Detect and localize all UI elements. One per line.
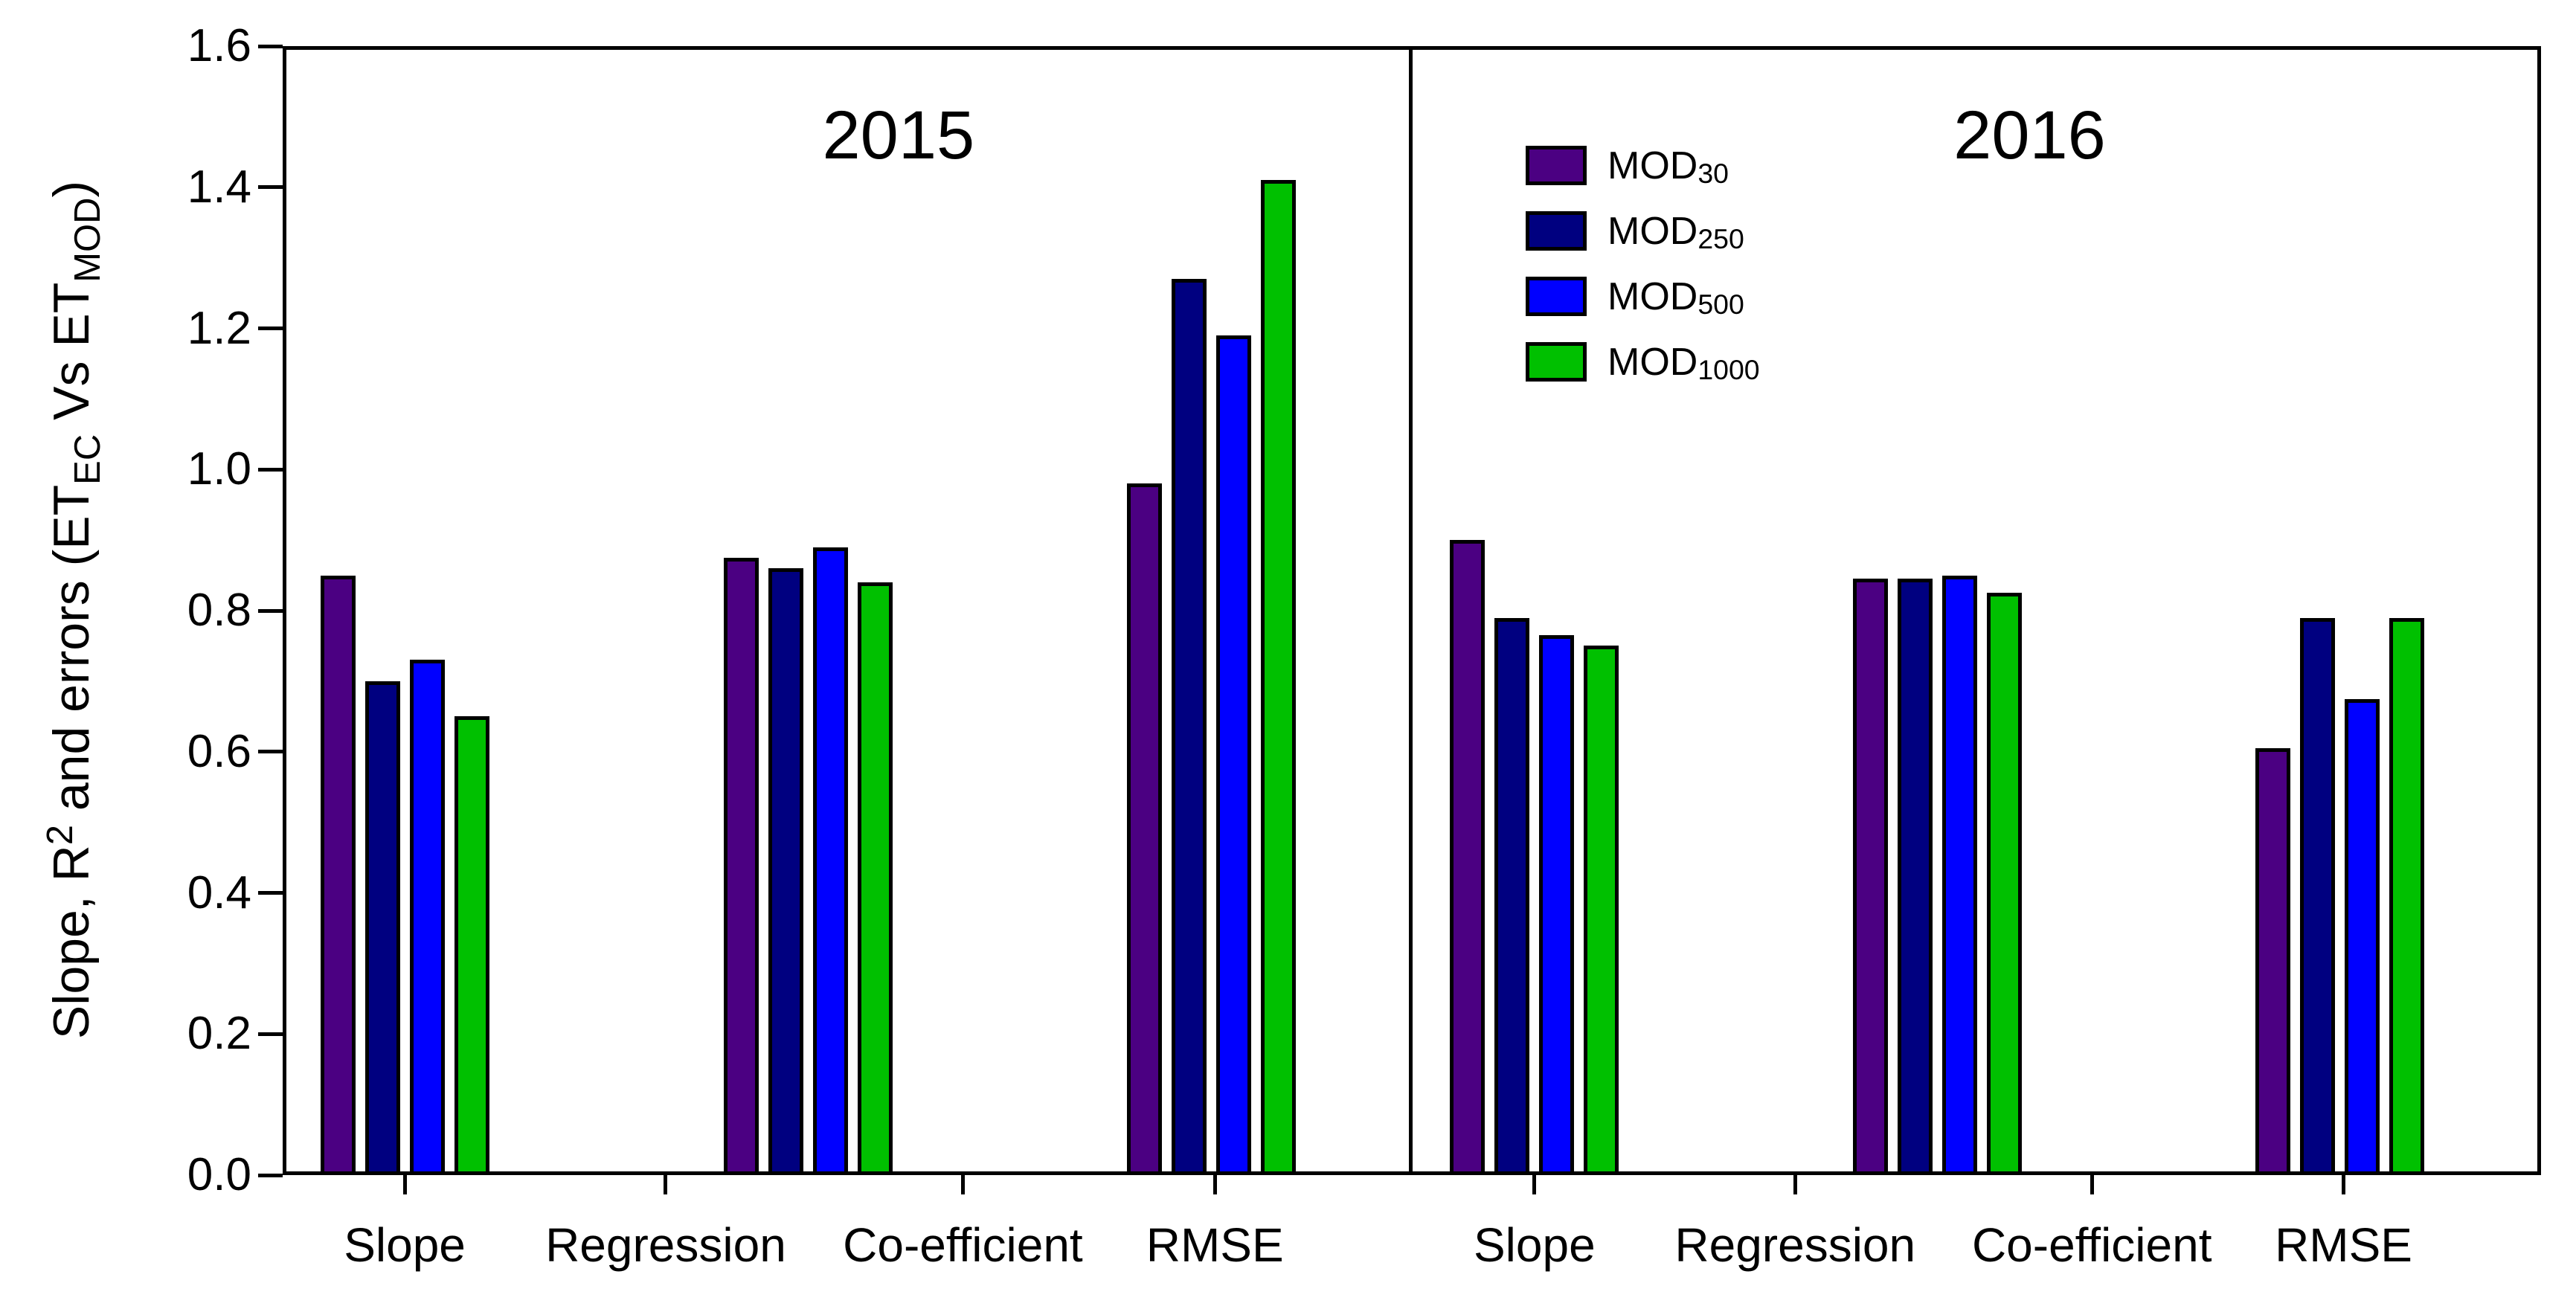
y-tick — [258, 44, 283, 48]
y-tick-label: 0.8 — [187, 585, 251, 636]
y-tick-label: 0.0 — [187, 1149, 251, 1200]
bar-2016-mod1000-g1 — [1986, 593, 2022, 1175]
bar-2016-mod30-g0 — [1450, 540, 1485, 1175]
panel-2015: 2015 — [283, 46, 1413, 1175]
y-tick-label: 1.4 — [187, 161, 251, 213]
x-tick — [664, 1175, 668, 1194]
legend-label-mod250: MOD 250 — [1607, 209, 1744, 254]
bar-2016-mod1000-g0 — [1584, 646, 1619, 1175]
bar-2015-mod500-g1 — [812, 547, 848, 1175]
panel-title-2016: 2016 — [1953, 97, 2106, 173]
y-tick-label: 1.6 — [187, 20, 251, 71]
panel-title-2015: 2015 — [822, 97, 975, 173]
bar-2015-mod250-g1 — [768, 568, 803, 1175]
legend: MOD 30 MOD 250 MOD 500 MOD 1000 — [1413, 46, 2545, 1175]
bar-2016-mod250-g1 — [1897, 579, 1933, 1175]
x-tick-label-rmse: RMSE — [1146, 1218, 1284, 1272]
y-tick — [258, 750, 283, 754]
x-tick — [1532, 1175, 1537, 1194]
y-tick — [258, 326, 283, 330]
bar-2015-mod500-g0 — [409, 660, 445, 1175]
x-tick — [402, 1175, 407, 1194]
bar-2015-mod500-g2 — [1216, 335, 1252, 1175]
bar-2016-mod500-g1 — [1941, 575, 1977, 1175]
legend-swatch-mod30 — [1526, 146, 1587, 185]
bar-2016-mod500-g2 — [2345, 698, 2380, 1175]
x-tick-label-slope: Slope — [1473, 1218, 1596, 1272]
x-tick-label-rmse: RMSE — [2275, 1218, 2412, 1272]
bars-2015 — [283, 46, 1413, 1175]
y-tick-label: 1.2 — [187, 302, 251, 354]
y-tick — [258, 185, 283, 190]
bar-2015-mod1000-g0 — [454, 716, 489, 1175]
y-tick — [258, 891, 283, 895]
y-tick — [258, 608, 283, 613]
bar-2016-mod1000-g2 — [2389, 617, 2425, 1175]
y-tick — [258, 467, 283, 472]
x-tick-label-co-efficient: Co-efficient — [843, 1218, 1083, 1272]
x-tick-label-co-efficient: Co-efficient — [1971, 1218, 2212, 1272]
bar-2015-mod1000-g2 — [1261, 180, 1297, 1175]
bar-2016-mod250-g0 — [1494, 617, 1530, 1175]
legend-swatch-mod1000 — [1526, 342, 1587, 382]
x-tick-label-regression: Regression — [1674, 1218, 1916, 1272]
x-tick — [1793, 1175, 1797, 1194]
legend-swatch-mod500 — [1526, 277, 1587, 316]
bar-2016-mod500-g0 — [1539, 635, 1575, 1175]
y-tick — [258, 1173, 283, 1177]
y-tick-label: 1.0 — [187, 443, 251, 495]
bar-2015-mod250-g2 — [1172, 279, 1207, 1175]
legend-label-mod1000: MOD 1000 — [1607, 340, 1760, 385]
bar-2016-mod30-g2 — [2255, 748, 2291, 1175]
bar-2016-mod30-g1 — [1852, 579, 1888, 1175]
legend-swatch-mod250 — [1526, 211, 1587, 251]
legend-label-mod30: MOD 30 — [1607, 144, 1729, 189]
bar-2015-mod250-g0 — [364, 681, 400, 1175]
y-tick — [258, 1032, 283, 1036]
y-tick-label: 0.2 — [187, 1008, 251, 1060]
x-tick — [960, 1175, 965, 1194]
x-tick-label-regression: Regression — [545, 1218, 786, 1272]
plot-area: 2015 MOD 30 MOD 250 MOD 500 MOD 1000 2016 — [283, 46, 2541, 1175]
x-tick — [2342, 1175, 2346, 1194]
bar-2015-mod1000-g1 — [857, 582, 893, 1175]
y-tick-label: 0.4 — [187, 866, 251, 919]
legend-label-mod500: MOD 500 — [1607, 274, 1744, 320]
x-tick — [1212, 1175, 1217, 1194]
panel-2016: MOD 30 MOD 250 MOD 500 MOD 1000 2016 — [1413, 46, 2541, 1175]
bar-2015-mod30-g2 — [1127, 483, 1163, 1175]
x-tick-label-slope: Slope — [344, 1218, 466, 1272]
bars-2016 — [1413, 46, 2545, 1175]
x-tick — [2090, 1175, 2094, 1194]
bar-2015-mod30-g0 — [320, 575, 356, 1175]
y-tick-label: 0.6 — [187, 725, 251, 777]
bar-2015-mod30-g1 — [723, 557, 759, 1175]
bar-2016-mod250-g2 — [2300, 617, 2336, 1175]
